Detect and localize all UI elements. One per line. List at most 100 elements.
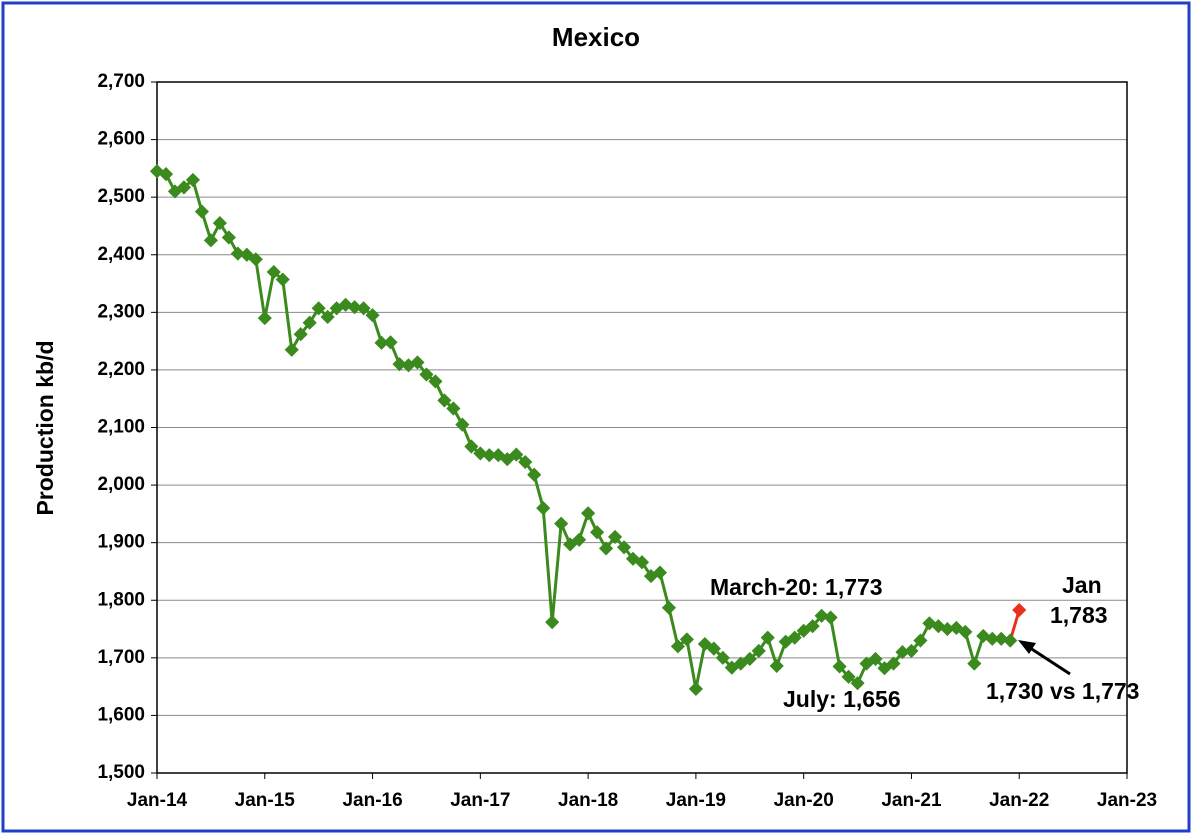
y-axis-label: Production kb/d: [32, 340, 58, 515]
data-point: [634, 555, 650, 570]
data-point: [616, 540, 632, 555]
annotation: July: 1,656: [783, 686, 901, 712]
y-tick-label: 2,500: [97, 186, 145, 207]
data-point: [518, 454, 533, 470]
data-point: [688, 681, 703, 696]
data-point: [715, 650, 730, 665]
data-point: [266, 264, 281, 280]
data-point: [455, 417, 470, 432]
x-tick-label: Jan-18: [558, 790, 618, 811]
data-point: [661, 600, 677, 615]
y-tick-label: 2,100: [97, 417, 145, 438]
annotation: 1,783: [1050, 602, 1108, 628]
data-point: [652, 565, 668, 580]
data-point: [275, 272, 290, 287]
data-point: [967, 656, 982, 671]
data-point: [230, 246, 245, 261]
data-point: [284, 342, 299, 357]
data-point: [536, 501, 551, 516]
y-tick-label: 2,600: [97, 129, 145, 150]
data-point: [356, 301, 371, 316]
y-tick-label: 1,500: [97, 762, 145, 783]
data-point: [904, 643, 919, 658]
data-point: [176, 180, 192, 195]
data-point: [392, 357, 407, 372]
annotation: March-20: 1,773: [710, 574, 883, 600]
data-point: [572, 532, 587, 547]
arrow: [1018, 640, 1071, 676]
data-point: [841, 669, 856, 684]
data-point: [679, 632, 694, 647]
data-point: [248, 252, 263, 267]
data-point: [257, 311, 272, 326]
data-point: [374, 335, 389, 350]
data-point: [994, 631, 1009, 646]
data-point: [419, 367, 434, 382]
data-point: [203, 233, 218, 248]
x-tick-label: Jan-20: [774, 790, 834, 811]
y-tick-label: 2,700: [97, 71, 145, 92]
data-point: [1012, 602, 1027, 618]
y-tick-label: 1,700: [97, 647, 145, 668]
data-point: [446, 401, 461, 416]
data-point: [383, 335, 398, 350]
data-point: [590, 525, 605, 540]
data-point: [320, 309, 335, 325]
data-point: [607, 529, 623, 544]
data-point: [670, 639, 685, 654]
data-point: [823, 610, 838, 625]
data-point: [940, 621, 955, 637]
data-point: [913, 633, 928, 648]
data-point: [527, 467, 542, 482]
data-point: [437, 393, 452, 408]
annotation: Jan: [1062, 572, 1102, 598]
data-point: [302, 315, 317, 330]
data-point: [221, 230, 236, 245]
x-tick-label: Jan-16: [342, 790, 402, 811]
data-point: [194, 204, 209, 219]
data-point: [365, 308, 380, 323]
data-point: [886, 656, 901, 671]
y-tick-label: 1,800: [97, 589, 145, 610]
data-point: [706, 641, 721, 656]
data-point: [212, 216, 227, 231]
data-point: [599, 541, 614, 556]
data-point: [832, 659, 847, 674]
data-point: [293, 327, 308, 342]
data-point: [895, 645, 910, 660]
data-point: [311, 301, 326, 316]
data-point: [554, 516, 569, 531]
y-tick-label: 1,900: [97, 532, 145, 553]
chart-title: Mexico: [552, 22, 640, 52]
x-tick-label: Jan-15: [235, 790, 296, 811]
data-point: [958, 624, 973, 639]
data-point: [985, 631, 1000, 646]
data-point: [868, 651, 883, 667]
x-tick-label: Jan-21: [881, 790, 942, 811]
data-point: [760, 630, 775, 645]
x-tick-label: Jan-23: [1097, 790, 1157, 811]
y-tick-label: 2,000: [97, 474, 145, 495]
x-tick-label: Jan-14: [127, 790, 188, 811]
x-tick-label: Jan-17: [450, 790, 510, 811]
data-point: [814, 608, 829, 623]
data-point: [545, 615, 560, 630]
data-point: [742, 651, 757, 667]
data-point: [805, 619, 820, 634]
annotation: 1,730 vs 1,773: [986, 678, 1139, 704]
data-point: [464, 439, 479, 454]
data-point: [850, 676, 865, 691]
data-point: [428, 374, 443, 389]
data-point: [751, 643, 766, 658]
data-point: [769, 658, 784, 673]
x-tick-label: Jan-19: [666, 790, 726, 811]
data-point: [185, 172, 200, 187]
data-point: [410, 355, 425, 370]
x-tick-label: Jan-22: [989, 790, 1049, 811]
data-point: [482, 448, 497, 463]
y-tick-label: 2,300: [97, 301, 145, 322]
data-point: [473, 446, 488, 461]
y-tick-label: 2,200: [97, 359, 145, 380]
y-tick-label: 2,400: [97, 244, 145, 265]
